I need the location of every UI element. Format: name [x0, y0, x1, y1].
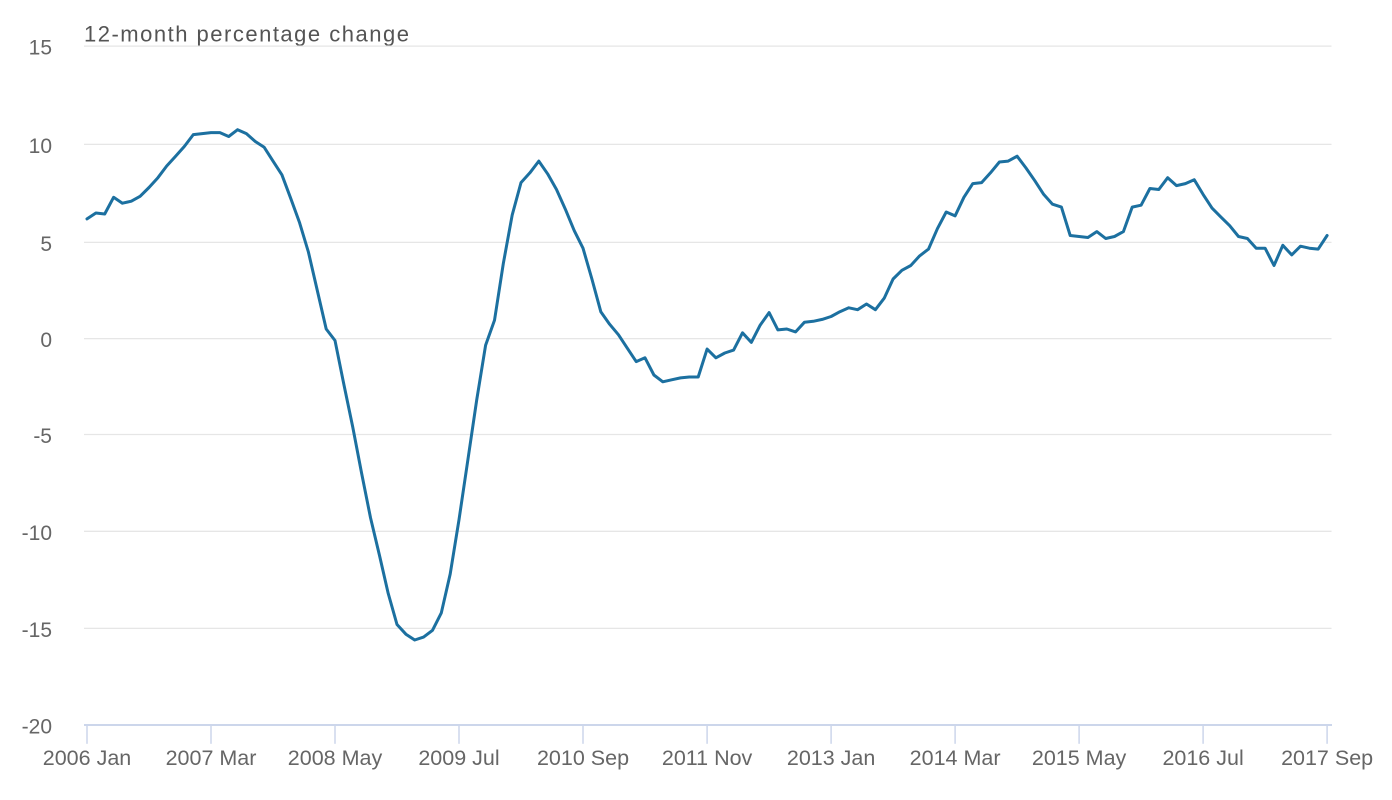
- svg-text:2007 Mar: 2007 Mar: [166, 746, 257, 770]
- svg-text:2015 May: 2015 May: [1032, 746, 1127, 770]
- svg-text:2010 Sep: 2010 Sep: [537, 746, 629, 770]
- svg-text:2011 Nov: 2011 Nov: [662, 746, 753, 770]
- svg-text:2014 Mar: 2014 Mar: [910, 746, 1001, 770]
- svg-text:-15: -15: [22, 619, 52, 642]
- svg-text:2009 Jul: 2009 Jul: [418, 746, 499, 770]
- svg-text:12-month percentage change: 12-month percentage change: [84, 22, 410, 47]
- svg-text:2017 Sep: 2017 Sep: [1281, 746, 1373, 770]
- svg-text:2016 Jul: 2016 Jul: [1162, 746, 1243, 770]
- svg-text:-5: -5: [33, 425, 52, 448]
- svg-text:2008 May: 2008 May: [288, 746, 383, 770]
- svg-text:0: 0: [40, 329, 52, 352]
- svg-text:15: 15: [29, 37, 52, 60]
- svg-text:10: 10: [29, 135, 52, 158]
- svg-text:5: 5: [40, 233, 52, 256]
- svg-text:2013 Jan: 2013 Jan: [787, 746, 875, 770]
- svg-text:-20: -20: [22, 716, 52, 739]
- svg-text:2006 Jan: 2006 Jan: [43, 746, 131, 770]
- svg-text:-10: -10: [22, 522, 52, 545]
